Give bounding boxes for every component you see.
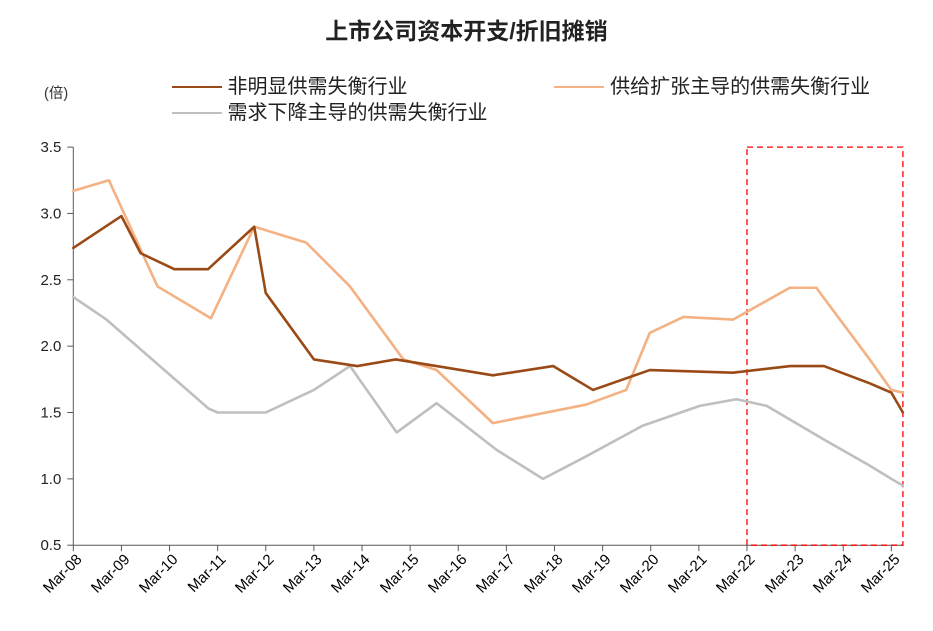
svg-text:2.5: 2.5 [40,272,61,289]
svg-text:1.5: 1.5 [40,405,61,422]
svg-text:3.5: 3.5 [40,139,61,156]
svg-text:0.5: 0.5 [40,537,61,554]
svg-text:3.0: 3.0 [40,205,61,222]
svg-text:2.0: 2.0 [40,338,61,355]
svg-text:1.0: 1.0 [40,471,61,488]
